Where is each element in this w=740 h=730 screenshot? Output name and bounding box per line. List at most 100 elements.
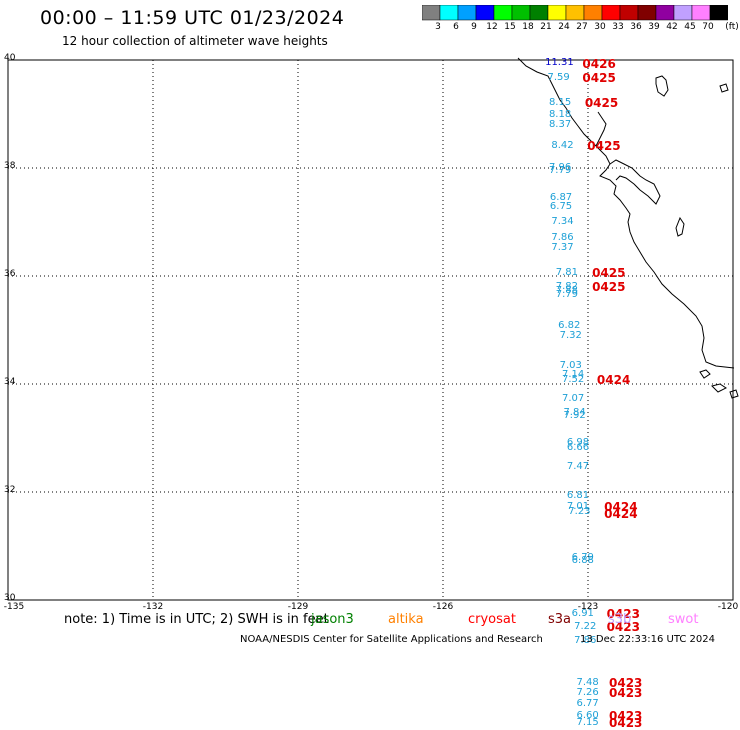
colorbar-label: 9 <box>471 22 477 32</box>
pass-date-label: 0425 <box>584 96 619 111</box>
colorbar-label: 36 <box>630 22 642 32</box>
latitude-label: 30 <box>4 593 16 603</box>
colorbar-label: (ft) <box>725 22 739 32</box>
latitude-label: 40 <box>4 53 16 63</box>
wave-height-value: 7.86 <box>551 232 574 244</box>
wave-height-value: 6.66 <box>566 441 590 453</box>
wave-height-value: 6.75 <box>549 200 573 212</box>
generation-timestamp: 13 Dec 22:33:16 UTC 2024 <box>580 634 715 645</box>
pass-date-label: 0423 <box>606 607 640 622</box>
longitude-label: -129 <box>287 602 309 612</box>
latitude-label: 38 <box>4 161 16 171</box>
wave-height-value: 7.03 <box>559 359 582 371</box>
pass-date-label: 0424 <box>604 506 638 521</box>
pass-date-label: 0424 <box>596 372 631 387</box>
longitude-label: -120 <box>717 602 739 612</box>
wave-height-value: 7.23 <box>568 505 591 517</box>
colorbar-label: 12 <box>486 22 498 32</box>
wave-height-value: 7.14 <box>562 369 585 381</box>
satellite-legend-item: s3a <box>548 612 572 627</box>
colorbar-label: 3 <box>435 22 441 32</box>
colorbar-label: 21 <box>540 22 552 32</box>
wave-height-value: 7.26 <box>576 686 599 698</box>
colorbar <box>422 5 728 21</box>
colorbar-label: 18 <box>522 22 534 32</box>
wave-height-value: 6.98 <box>566 437 590 449</box>
wave-height-value: 7.37 <box>551 241 574 253</box>
satellite-legend-item: cryosat <box>468 612 516 627</box>
wave-height-value: 6.81 <box>566 489 590 501</box>
satellite-legend-item: jason3 <box>311 612 354 627</box>
satellite-legend-item: altika <box>388 612 424 627</box>
colorbar-label: 27 <box>576 22 588 32</box>
credit-text: NOAA/NESDIS Center for Satellite Applica… <box>240 634 543 645</box>
wave-height-value: 7.86 <box>574 635 597 647</box>
wave-height-value: 7.52 <box>562 373 585 385</box>
wave-height-value: 6.87 <box>549 191 573 203</box>
latitude-label: 36 <box>4 269 16 279</box>
wave-height-value: 7.01 <box>566 500 590 512</box>
wave-height-value: 6.77 <box>576 697 599 709</box>
pass-date-label: 0425 <box>592 280 626 295</box>
lake-outline <box>719 83 729 93</box>
wave-height-value: 7.92 <box>563 410 586 422</box>
inland-lake <box>675 216 685 237</box>
colorbar-label: 70 <box>702 22 714 32</box>
wave-height-value: 7.82 <box>555 280 578 292</box>
colorbar-label: 24 <box>558 22 570 32</box>
pass-date-label: 0425 <box>592 265 626 280</box>
colorbar-swatch <box>709 5 728 21</box>
channel-island-1 <box>711 383 727 393</box>
page-subtitle: 12 hour collection of altimeter wave hei… <box>62 34 328 48</box>
colorbar-label: 45 <box>684 22 696 32</box>
pass-date-label: 0423 <box>609 716 643 730</box>
wave-height-value: 7.47 <box>566 460 590 472</box>
pass-date-label: 0424 <box>604 499 638 514</box>
map-frame <box>7 59 734 601</box>
pass-date-label: 0425 <box>587 139 621 154</box>
wave-height-value: 7.32 <box>559 330 582 342</box>
wave-height-value: 7.79 <box>555 288 578 300</box>
wave-height-value: 6.91 <box>571 608 594 620</box>
pass-date-label: 0426 <box>582 57 616 72</box>
satellite-legend-item: s3b <box>608 612 632 627</box>
wave-height-value: 7.88 <box>555 285 578 297</box>
pass-date-label: 0423 <box>606 620 640 634</box>
longitude-label: -135 <box>3 602 25 612</box>
coastline-bay <box>609 159 661 205</box>
wave-height-value: 11.31 <box>545 57 574 69</box>
wave-height-value: 7.96 <box>548 162 572 173</box>
lake-tahoe <box>655 75 669 97</box>
satellite-legend-item: swot <box>668 612 699 627</box>
wave-height-value: 7.79 <box>548 165 572 177</box>
wave-height-value: 8.15 <box>548 97 572 109</box>
latitude-label: 34 <box>4 377 16 387</box>
note-text: note: 1) Time is in UTC; 2) SWH is in fe… <box>64 612 329 627</box>
pass-date-label: 0425 <box>582 70 616 85</box>
wave-height-value: 7.48 <box>576 676 599 688</box>
map-grid <box>7 59 734 601</box>
wave-height-value: 7.34 <box>551 216 574 227</box>
pass-date-label: 0423 <box>609 685 643 700</box>
longitude-label: -126 <box>432 602 454 612</box>
colorbar-label: 33 <box>612 22 624 32</box>
map-canvas <box>7 57 739 601</box>
wave-height-value: 7.07 <box>562 393 585 405</box>
wave-height-value: 8.42 <box>551 140 574 152</box>
colorbar-label: 30 <box>594 22 606 32</box>
wave-height-value: 7.59 <box>547 71 570 83</box>
coastline-inlet <box>595 111 607 147</box>
wave-height-value: 6.82 <box>558 320 581 332</box>
longitude-label: -123 <box>577 602 599 612</box>
colorbar-label: 15 <box>504 22 516 32</box>
coastline <box>517 57 735 369</box>
wave-height-value: 7.81 <box>555 266 578 278</box>
colorbar-label: 42 <box>666 22 678 32</box>
channel-island-2 <box>729 389 739 399</box>
wave-height-value: 6.88 <box>571 554 594 566</box>
colorbar-label: 6 <box>453 22 459 32</box>
coastline-islands <box>699 369 711 379</box>
wave-height-value: 8.18 <box>548 109 572 121</box>
latitude-label: 32 <box>4 485 16 495</box>
page-title: 00:00 – 11:59 UTC 01/23/2024 <box>40 7 345 29</box>
